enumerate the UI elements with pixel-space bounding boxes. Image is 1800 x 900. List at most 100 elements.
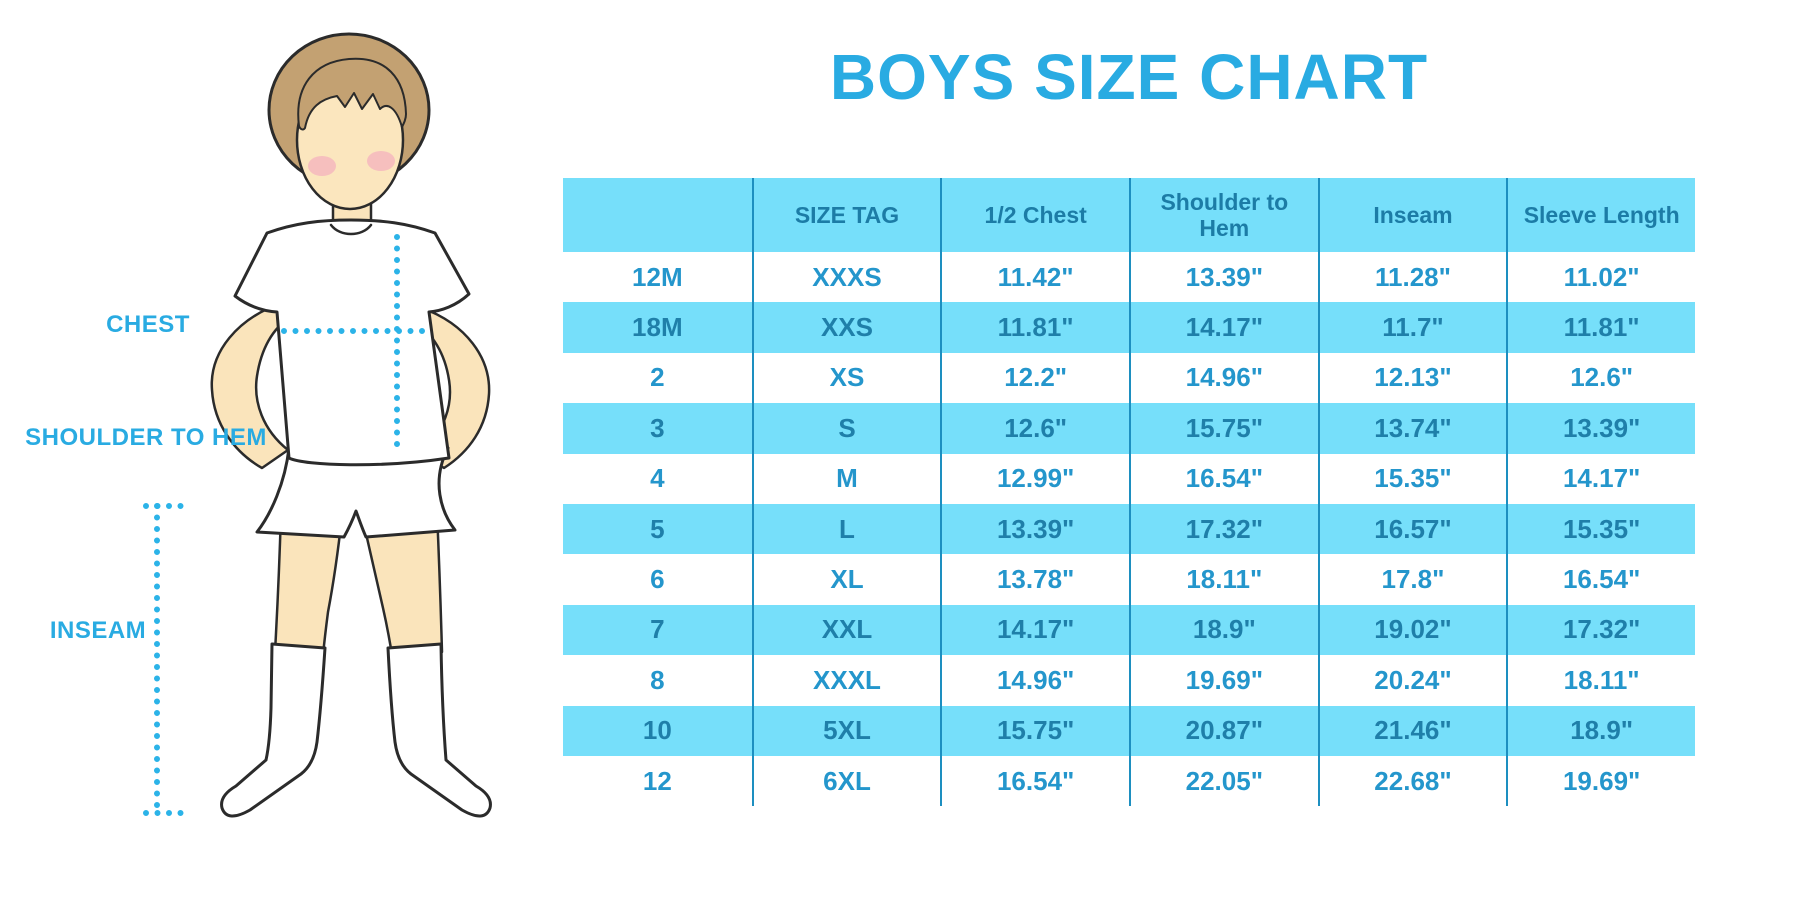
cell-inseam: 21.46" bbox=[1317, 705, 1507, 756]
cell-size: 12 bbox=[642, 765, 672, 796]
cell-size-tag: XXXS bbox=[751, 252, 941, 303]
cell-inseam: 17.8" bbox=[1317, 554, 1507, 605]
sock-right bbox=[386, 642, 492, 818]
cell-half-chest: 12.6" bbox=[940, 403, 1129, 454]
cell-size-tag: XXL bbox=[751, 604, 941, 656]
hair-fringe bbox=[297, 57, 407, 131]
cell-shoulder-to-hem: 16.54" bbox=[1129, 453, 1318, 504]
cell-inseam: 22.68" bbox=[1317, 755, 1507, 807]
cell-size-tag: XXXL bbox=[751, 655, 941, 706]
cell-half-chest: 13.78" bbox=[940, 554, 1129, 605]
cell-size-tag: 5XL bbox=[751, 705, 941, 756]
cell-size: 2 bbox=[650, 362, 665, 393]
boy-measurement-diagram: CHEST SHOULDER TO HEM INSEAM bbox=[0, 0, 540, 880]
cheek-right bbox=[367, 151, 395, 171]
t-shirt bbox=[233, 218, 471, 467]
cell-size: 8 bbox=[650, 664, 665, 695]
size-table-header: SIZE TAG 1/2 Chest Shoulder to Hem Insea… bbox=[563, 178, 1695, 252]
cell-size: 4 bbox=[650, 463, 665, 494]
header-cell-sleeve-length: Sleeve Length bbox=[1506, 178, 1695, 252]
cell-shoulder-to-hem: 14.17" bbox=[1129, 302, 1318, 353]
cell-size-tag: S bbox=[751, 403, 941, 454]
cell-size: 10 bbox=[642, 715, 672, 746]
table-row: 2 XS 12.2" 14.96" 12.13" 12.6" bbox=[563, 352, 1695, 404]
header-cell-half-chest: 1/2 Chest bbox=[940, 178, 1129, 252]
cell-half-chest: 12.2" bbox=[940, 352, 1129, 404]
header-cell-shoulder-to-hem: Shoulder to Hem bbox=[1129, 178, 1318, 252]
cell-sleeve-length: 18.9" bbox=[1506, 705, 1695, 756]
cell-inseam: 11.7" bbox=[1317, 302, 1507, 353]
cell-shoulder-to-hem: 19.69" bbox=[1129, 655, 1318, 706]
cell-sleeve-length: 15.35" bbox=[1506, 503, 1695, 555]
cell-half-chest: 15.75" bbox=[940, 705, 1129, 756]
table-row: 4 M 12.99" 16.54" 15.35" 14.17" bbox=[563, 453, 1695, 504]
shoulder-to-hem-label: SHOULDER TO HEM bbox=[25, 424, 267, 451]
table-row: 7 XXL 14.17" 18.9" 19.02" 17.32" bbox=[563, 604, 1695, 656]
cell-sleeve-length: 17.32" bbox=[1506, 604, 1695, 656]
cell-inseam: 11.28" bbox=[1317, 252, 1507, 303]
cell-sleeve-length: 13.39" bbox=[1506, 403, 1695, 454]
cell-size-tag: XL bbox=[751, 554, 941, 605]
cell-sleeve-length: 12.6" bbox=[1506, 352, 1695, 404]
cell-shoulder-to-hem: 18.11" bbox=[1129, 554, 1318, 605]
cell-half-chest: 11.81" bbox=[940, 302, 1129, 353]
cell-size-tag: M bbox=[751, 453, 941, 504]
cell-shoulder-to-hem: 20.87" bbox=[1129, 705, 1318, 756]
cell-size-tag: 6XL bbox=[751, 755, 941, 807]
collar-line bbox=[329, 223, 373, 236]
cell-shoulder-to-hem: 17.32" bbox=[1129, 503, 1318, 555]
cell-shoulder-to-hem: 13.39" bbox=[1129, 252, 1318, 303]
header-cell-blank bbox=[563, 178, 752, 252]
cell-size-tag: XS bbox=[751, 352, 941, 404]
cell-inseam: 12.13" bbox=[1317, 352, 1507, 404]
header-cell-size-tag: SIZE TAG bbox=[751, 178, 941, 252]
cell-half-chest: 14.96" bbox=[940, 655, 1129, 706]
cell-sleeve-length: 18.11" bbox=[1506, 655, 1695, 706]
cell-size-tag: L bbox=[751, 503, 941, 555]
arm-left bbox=[210, 301, 294, 470]
cell-half-chest: 11.42" bbox=[940, 252, 1129, 303]
table-row: 12 6XL 16.54" 22.05" 22.68" 19.69" bbox=[563, 755, 1695, 807]
cell-inseam: 16.57" bbox=[1317, 503, 1507, 555]
cell-shoulder-to-hem: 14.96" bbox=[1129, 352, 1318, 404]
inseam-label: INSEAM bbox=[50, 617, 146, 644]
leg-right bbox=[360, 510, 444, 657]
cell-shoulder-to-hem: 18.9" bbox=[1129, 604, 1318, 656]
cell-inseam: 13.74" bbox=[1317, 403, 1507, 454]
cell-half-chest: 14.17" bbox=[940, 604, 1129, 656]
cell-shoulder-to-hem: 15.75" bbox=[1129, 403, 1318, 454]
page-title: BOYS SIZE CHART bbox=[829, 41, 1429, 113]
cell-inseam: 19.02" bbox=[1317, 604, 1507, 656]
header-cell-inseam: Inseam bbox=[1317, 178, 1507, 252]
cell-inseam: 20.24" bbox=[1317, 655, 1507, 706]
boy-illustration: CHEST SHOULDER TO HEM INSEAM bbox=[25, 32, 492, 818]
cell-sleeve-length: 19.69" bbox=[1506, 755, 1695, 807]
cell-sleeve-length: 14.17" bbox=[1506, 453, 1695, 504]
cheek-left bbox=[308, 156, 336, 176]
cell-half-chest: 13.39" bbox=[940, 503, 1129, 555]
cell-sleeve-length: 11.02" bbox=[1506, 252, 1695, 303]
cell-sleeve-length: 11.81" bbox=[1506, 302, 1695, 353]
table-row: 8 XXXL 14.96" 19.69" 20.24" 18.11" bbox=[563, 655, 1695, 706]
leg-left bbox=[273, 510, 344, 657]
cell-shoulder-to-hem: 22.05" bbox=[1129, 755, 1318, 807]
table-row: 10 5XL 15.75" 20.87" 21.46" 18.9" bbox=[563, 705, 1695, 756]
cell-size: 18M bbox=[632, 312, 683, 343]
table-row: 3 S 12.6" 15.75" 13.74" 13.39" bbox=[563, 403, 1695, 454]
table-row: 5 L 13.39" 17.32" 16.57" 15.35" bbox=[563, 503, 1695, 555]
chest-label: CHEST bbox=[106, 311, 190, 338]
cell-sleeve-length: 16.54" bbox=[1506, 554, 1695, 605]
size-table: SIZE TAG 1/2 Chest Shoulder to Hem Insea… bbox=[563, 178, 1695, 807]
cell-size: 5 bbox=[650, 513, 665, 544]
table-row: 12M XXXS 11.42" 13.39" 11.28" 11.02" bbox=[563, 252, 1695, 303]
cell-size: 6 bbox=[650, 564, 665, 595]
cell-size: 3 bbox=[650, 412, 665, 443]
cell-size: 7 bbox=[650, 614, 665, 645]
cell-half-chest: 12.99" bbox=[940, 453, 1129, 504]
arm-right bbox=[411, 306, 491, 470]
cell-size-tag: XXS bbox=[751, 302, 941, 353]
sock-left bbox=[220, 642, 327, 818]
table-row: 6 XL 13.78" 18.11" 17.8" 16.54" bbox=[563, 554, 1695, 605]
size-table-body: 12M XXXS 11.42" 13.39" 11.28" 11.02" 18M… bbox=[563, 252, 1695, 807]
table-row: 18M XXS 11.81" 14.17" 11.7" 11.81" bbox=[563, 302, 1695, 353]
